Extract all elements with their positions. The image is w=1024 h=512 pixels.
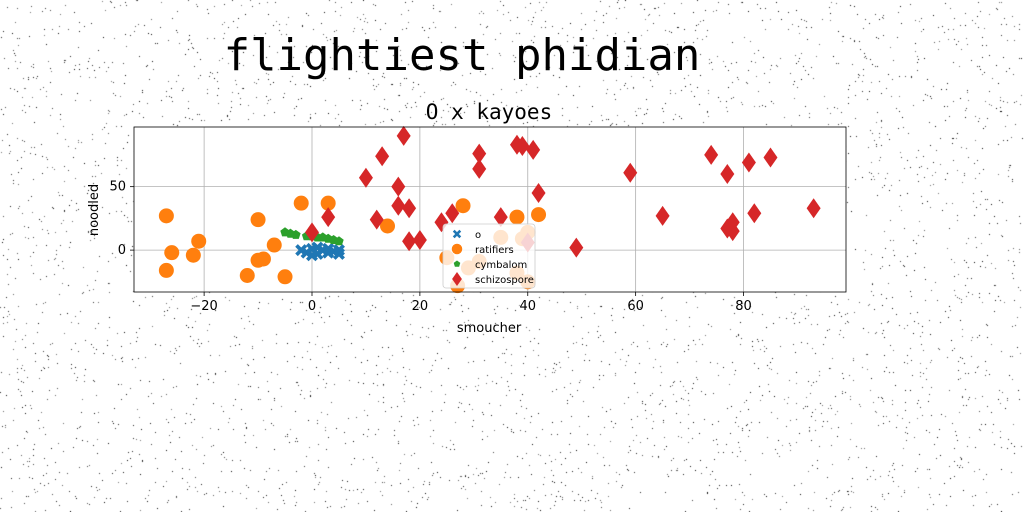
data-point bbox=[358, 167, 373, 188]
legend-label: ratifiers bbox=[475, 245, 514, 256]
plot-area: −20 0 20 40 60 80 0 50 o ratifiers cymbalom schizos… bbox=[109, 125, 847, 314]
data-point bbox=[293, 195, 309, 211]
x-tick-label: −20 bbox=[190, 299, 217, 314]
figure-suptitle: flightiest phidian bbox=[224, 30, 701, 81]
data-point bbox=[725, 212, 740, 233]
data-point bbox=[509, 209, 525, 225]
data-point bbox=[763, 147, 778, 168]
data-point bbox=[266, 237, 282, 253]
data-point bbox=[369, 209, 384, 230]
data-point bbox=[455, 198, 471, 214]
data-point bbox=[747, 203, 762, 224]
data-point bbox=[277, 269, 293, 285]
plot-frame bbox=[133, 126, 847, 293]
data-point bbox=[412, 229, 427, 250]
legend-marker bbox=[452, 272, 462, 286]
data-point bbox=[158, 208, 174, 224]
data-point bbox=[285, 228, 296, 238]
data-point bbox=[320, 195, 336, 211]
axes-title: O x kayoes bbox=[426, 100, 552, 124]
data-point bbox=[531, 183, 546, 203]
data-point bbox=[191, 233, 207, 249]
data-point bbox=[396, 125, 411, 146]
x-axis-label: smoucher bbox=[457, 321, 522, 336]
legend-marker bbox=[452, 229, 462, 239]
data-point bbox=[515, 136, 530, 157]
y-axis-label: noodled bbox=[87, 184, 102, 236]
data-point bbox=[380, 218, 396, 234]
legend-marker bbox=[451, 243, 463, 255]
data-point bbox=[305, 222, 319, 243]
data-point bbox=[569, 237, 584, 258]
data-point bbox=[531, 207, 547, 223]
x-tick-label: 20 bbox=[412, 299, 429, 314]
legend-label: o bbox=[475, 230, 481, 241]
data-point bbox=[526, 139, 541, 160]
x-tick-label: 80 bbox=[735, 299, 752, 314]
data-point bbox=[375, 146, 390, 167]
data-point bbox=[741, 152, 756, 173]
data-point bbox=[255, 251, 271, 267]
y-tick-label: 0 bbox=[118, 243, 126, 258]
data-point bbox=[623, 162, 638, 183]
data-point bbox=[493, 207, 508, 228]
data-point bbox=[306, 249, 318, 262]
legend-box bbox=[442, 223, 536, 289]
data-point bbox=[472, 158, 487, 179]
data-point bbox=[318, 232, 328, 242]
x-tick-label: 0 bbox=[308, 299, 316, 314]
data-point bbox=[402, 231, 417, 252]
y-tick-label: 50 bbox=[109, 180, 126, 195]
series-o bbox=[295, 241, 345, 262]
data-point bbox=[806, 198, 821, 219]
data-point bbox=[328, 235, 339, 244]
data-point bbox=[402, 198, 417, 219]
data-point bbox=[332, 244, 345, 257]
x-tick-label: 60 bbox=[627, 299, 644, 314]
data-point bbox=[164, 245, 180, 261]
legend: o ratifiers cymbalom schizospore bbox=[442, 223, 536, 289]
data-point bbox=[185, 247, 201, 263]
data-point bbox=[445, 203, 460, 224]
legend-marker bbox=[453, 260, 461, 267]
data-point bbox=[391, 195, 406, 216]
data-point bbox=[655, 205, 670, 226]
x-tick-label: 40 bbox=[519, 299, 536, 314]
series-schizospore bbox=[305, 125, 821, 258]
data-point bbox=[391, 176, 406, 197]
data-point bbox=[239, 268, 255, 283]
data-point bbox=[472, 143, 487, 164]
data-point bbox=[321, 207, 336, 228]
data-point bbox=[250, 212, 266, 228]
data-point bbox=[158, 262, 174, 278]
data-point bbox=[720, 163, 735, 184]
legend-label: schizospore bbox=[475, 275, 534, 286]
legend-label: cymbalom bbox=[475, 260, 527, 271]
data-point bbox=[704, 144, 719, 165]
